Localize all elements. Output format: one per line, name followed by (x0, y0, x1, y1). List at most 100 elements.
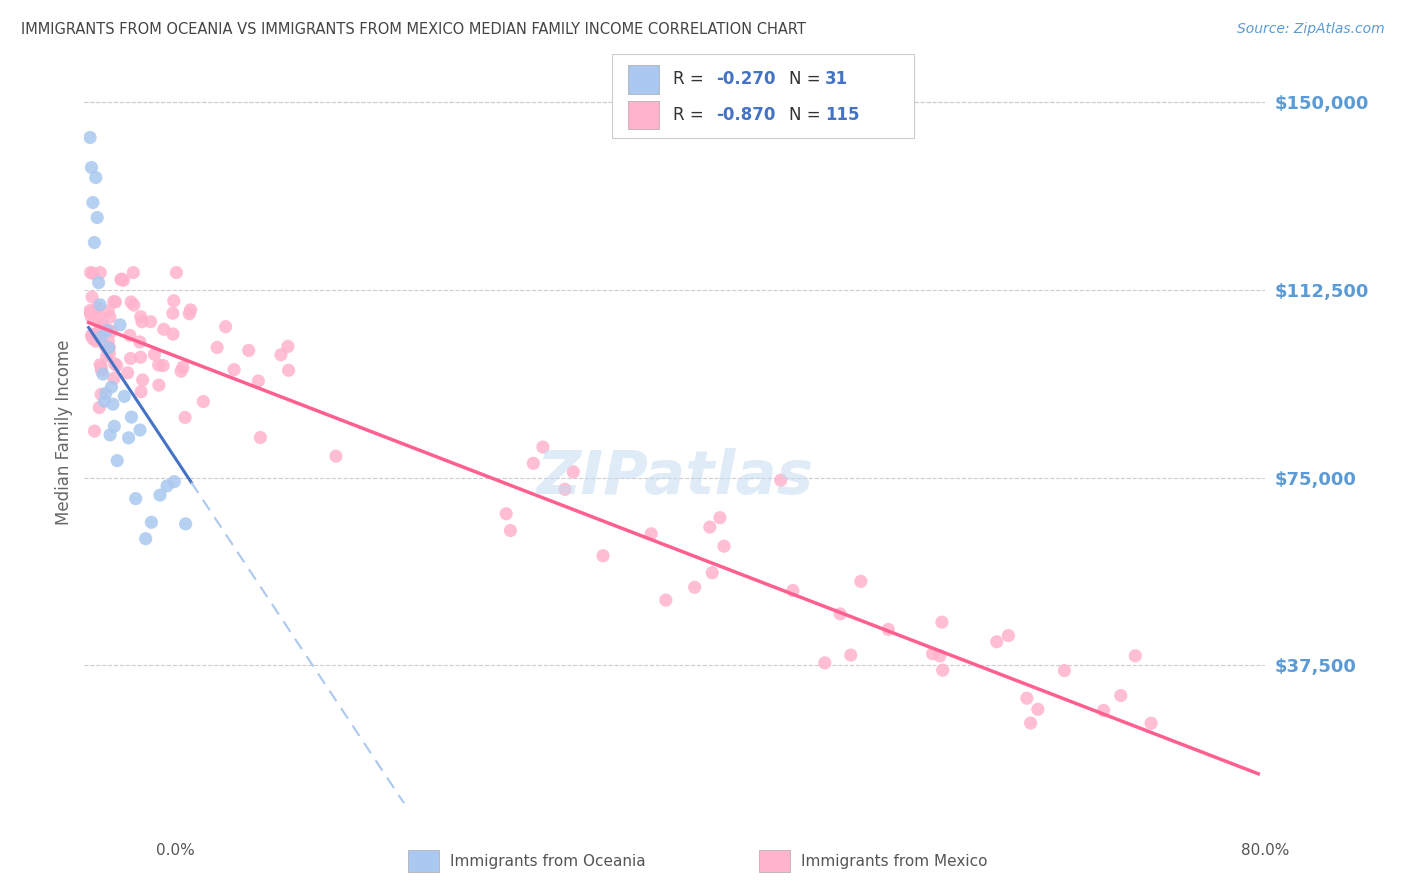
Point (86, 330, 108, 344)
Point (103, 419, 125, 434)
Point (89, 320, 111, 334)
Point (103, 294, 125, 309)
Point (277, 339, 299, 353)
Text: ZIPatlas: ZIPatlas (536, 448, 814, 507)
Point (90, 330, 112, 344)
Point (91, 317, 114, 331)
Point (83, 329, 105, 343)
Text: Source: ZipAtlas.com: Source: ZipAtlas.com (1237, 22, 1385, 37)
Point (522, 456, 544, 470)
Point (89, 401, 111, 415)
Point (105, 453, 128, 467)
Point (120, 351, 142, 366)
Point (89, 266, 111, 280)
Point (179, 307, 201, 321)
Point (96, 324, 118, 338)
Point (149, 488, 172, 502)
Point (104, 357, 127, 371)
Text: 115: 115 (825, 106, 860, 124)
Point (131, 373, 153, 387)
Point (699, 520, 721, 534)
Point (82, 195, 104, 210)
Point (128, 334, 150, 349)
Point (1019, 716, 1042, 731)
Point (1123, 648, 1146, 663)
Point (94, 386, 117, 401)
Point (1015, 691, 1038, 706)
Point (84, 334, 107, 349)
Point (112, 273, 135, 287)
Point (98, 310, 121, 325)
Text: R =: R = (673, 106, 710, 124)
Point (105, 359, 128, 373)
Point (782, 583, 804, 598)
Point (90, 363, 112, 377)
Point (129, 351, 152, 365)
Point (193, 394, 215, 409)
Point (769, 473, 792, 487)
Point (82, 332, 104, 346)
Point (87, 326, 110, 340)
Point (139, 315, 162, 329)
Point (152, 322, 174, 336)
Point (180, 302, 202, 317)
Point (90, 360, 112, 375)
Point (94, 339, 117, 353)
Point (921, 647, 943, 661)
Text: IMMIGRANTS FROM OCEANIA VS IMMIGRANTS FROM MEXICO MEDIAN FAMILY INCOME CORRELATI: IMMIGRANTS FROM OCEANIA VS IMMIGRANTS FR… (21, 22, 806, 37)
Text: 80.0%: 80.0% (1241, 843, 1289, 858)
Point (270, 348, 292, 362)
Point (87, 276, 110, 290)
Text: R =: R = (673, 70, 710, 88)
Point (122, 298, 145, 312)
Point (148, 378, 170, 392)
Point (120, 410, 142, 425)
Point (129, 384, 152, 399)
Text: -0.870: -0.870 (716, 106, 775, 124)
Point (100, 325, 122, 339)
Point (170, 364, 193, 378)
Point (84, 170, 107, 185)
Point (249, 430, 271, 444)
Text: 31: 31 (825, 70, 848, 88)
Point (141, 515, 163, 529)
Point (100, 380, 122, 394)
Point (1140, 716, 1163, 731)
Point (84, 304, 107, 318)
Point (713, 539, 735, 553)
Point (131, 315, 153, 329)
Point (122, 266, 145, 280)
Point (98, 340, 121, 354)
Text: N =: N = (789, 70, 825, 88)
Text: Immigrants from Oceania: Immigrants from Oceania (450, 854, 645, 869)
Point (103, 371, 125, 385)
Text: 0.0%: 0.0% (156, 843, 195, 858)
Point (839, 648, 862, 662)
Point (238, 343, 260, 358)
Point (148, 358, 170, 372)
Point (162, 327, 184, 342)
Point (165, 266, 187, 280)
Point (110, 272, 132, 286)
Point (86, 211, 108, 225)
Point (562, 465, 585, 479)
Point (118, 328, 141, 343)
Point (172, 360, 194, 375)
Point (531, 440, 554, 454)
Point (83, 424, 105, 438)
Point (931, 615, 953, 629)
Point (89, 298, 111, 312)
Point (120, 295, 142, 310)
Point (112, 389, 135, 403)
Point (932, 663, 955, 677)
Point (82, 266, 104, 280)
Point (96, 349, 118, 363)
Point (79, 306, 101, 320)
Point (997, 628, 1019, 642)
Point (98, 428, 121, 442)
Point (111, 272, 134, 286)
Point (129, 423, 152, 437)
Point (80, 310, 103, 324)
Point (205, 340, 228, 354)
Point (143, 347, 166, 361)
